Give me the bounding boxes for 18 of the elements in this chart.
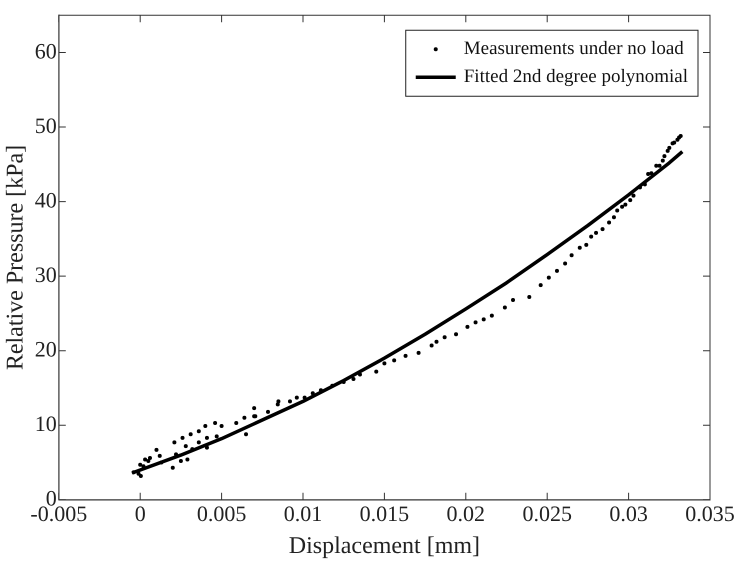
x-tick-label: 0: [134, 500, 146, 526]
y-tick-label: 60: [34, 38, 57, 64]
x-tick-label: 0.03: [609, 500, 648, 526]
x-tick-label: 0.02: [446, 500, 486, 526]
y-axis-title: Relative Pressure [kPa]: [2, 144, 29, 370]
legend-label: Measurements under no load: [464, 38, 684, 60]
x-tick-label: 0.025: [522, 500, 572, 526]
y-tick-label: 40: [34, 187, 57, 212]
x-axis-title: Displacement [mm]: [288, 532, 480, 559]
x-tick-label: 0.005: [196, 500, 246, 526]
y-tick-label: 30: [34, 262, 57, 287]
y-tick-label: 10: [34, 411, 57, 436]
legend-label: Fitted 2nd degree polynomial: [464, 66, 688, 88]
x-tick-label: 0.035: [685, 500, 735, 526]
y-tick-label: 20: [34, 336, 57, 362]
x-tick-label: 0.01: [284, 500, 322, 526]
x-tick-label: 0.015: [360, 500, 410, 526]
y-tick-label: 50: [34, 112, 57, 138]
